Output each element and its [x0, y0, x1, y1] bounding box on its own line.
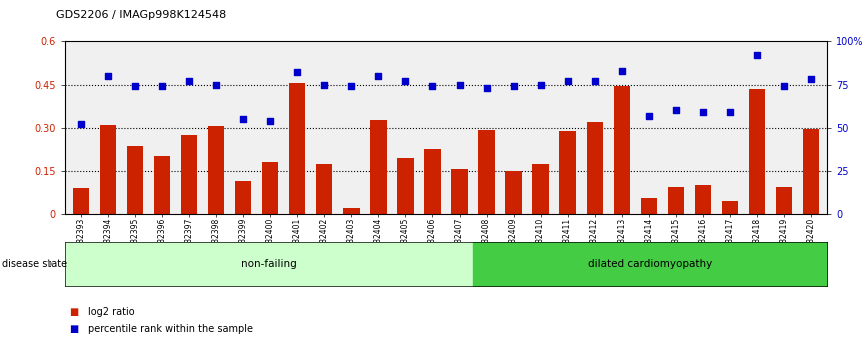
- Text: percentile rank within the sample: percentile rank within the sample: [88, 325, 254, 334]
- Bar: [181, 135, 197, 214]
- Point: [155, 83, 169, 89]
- Bar: [776, 187, 792, 214]
- Point: [588, 78, 602, 84]
- Text: disease state: disease state: [2, 259, 67, 269]
- Bar: [100, 125, 116, 214]
- Bar: [803, 129, 819, 214]
- Point: [507, 83, 520, 89]
- Point: [533, 82, 547, 87]
- Point: [290, 70, 304, 75]
- Point: [695, 109, 709, 115]
- Point: [236, 116, 250, 122]
- Point: [777, 83, 791, 89]
- Bar: [506, 171, 521, 214]
- Text: GDS2206 / IMAGp998K124548: GDS2206 / IMAGp998K124548: [56, 10, 227, 20]
- Bar: [559, 130, 576, 214]
- Text: log2 ratio: log2 ratio: [88, 307, 135, 317]
- Point: [480, 85, 494, 91]
- Text: ■: ■: [69, 307, 79, 317]
- Bar: [73, 188, 89, 214]
- Point: [345, 83, 359, 89]
- Bar: [424, 149, 441, 214]
- Bar: [262, 162, 279, 214]
- Bar: [478, 130, 494, 214]
- Point: [74, 121, 88, 127]
- Bar: [343, 208, 359, 214]
- Bar: [236, 181, 251, 214]
- Bar: [451, 169, 468, 214]
- Bar: [371, 120, 386, 214]
- Point: [425, 83, 439, 89]
- Point: [453, 82, 467, 87]
- Point: [804, 77, 818, 82]
- Text: ▶: ▶: [48, 259, 55, 268]
- Text: ■: ■: [69, 325, 79, 334]
- Bar: [613, 86, 630, 214]
- Point: [101, 73, 115, 79]
- Point: [669, 108, 682, 113]
- Bar: [641, 198, 656, 214]
- Point: [210, 82, 223, 87]
- Bar: [127, 146, 143, 214]
- Point: [750, 52, 764, 58]
- Bar: [289, 83, 306, 214]
- Text: dilated cardiomyopathy: dilated cardiomyopathy: [588, 259, 712, 269]
- Point: [615, 68, 629, 73]
- Point: [398, 78, 412, 84]
- Point: [723, 109, 737, 115]
- Text: non-failing: non-failing: [241, 259, 297, 269]
- Bar: [154, 156, 171, 214]
- Point: [318, 82, 332, 87]
- Bar: [397, 158, 414, 214]
- Bar: [316, 164, 333, 214]
- Point: [263, 118, 277, 124]
- Bar: [721, 201, 738, 214]
- Bar: [586, 122, 603, 214]
- Point: [183, 78, 197, 84]
- Bar: [749, 89, 765, 214]
- Bar: [208, 126, 224, 214]
- Point: [372, 73, 385, 79]
- Bar: [533, 164, 549, 214]
- Point: [642, 113, 656, 118]
- Point: [128, 83, 142, 89]
- Bar: [668, 187, 684, 214]
- Bar: [695, 185, 711, 214]
- Point: [560, 78, 574, 84]
